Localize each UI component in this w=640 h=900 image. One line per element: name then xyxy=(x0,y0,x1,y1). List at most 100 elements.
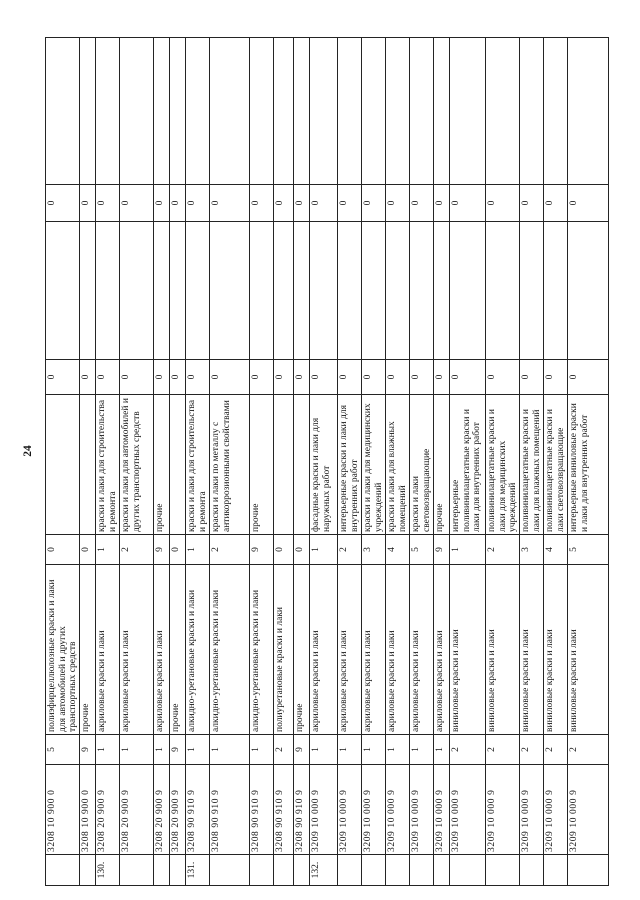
subcode1-cell: 1 xyxy=(309,734,338,765)
row-number-cell xyxy=(543,854,568,886)
product-name-cell: виниловые краски и лаки xyxy=(519,564,544,735)
rate1-cell: 0 xyxy=(119,359,154,395)
table-row: 3209 10 000 9 2 виниловые краски и лаки 2 по… xyxy=(485,37,520,886)
tnved-code-cell: 3209 10 000 9 xyxy=(449,764,486,855)
product-name-cell: виниловые краски и лаки xyxy=(485,564,520,735)
subcode2-cell: 5 xyxy=(409,534,434,565)
rate1-cell: 0 xyxy=(273,359,294,395)
subcode1-cell: 2 xyxy=(519,734,544,765)
rotated-table-container: 3208 10 900 0 5 полиэфирцеллюлозные краски… xyxy=(45,37,609,886)
subcode2-cell: 0 xyxy=(169,534,186,565)
subcode1-cell: 2 xyxy=(273,734,294,765)
product-subname-cell xyxy=(45,394,80,535)
subcode1-cell: 2 xyxy=(449,734,486,765)
empty2-cell xyxy=(209,37,250,185)
product-name-cell: акриловые краски и лаки xyxy=(309,564,338,735)
row-number-cell: 131. xyxy=(185,854,210,886)
product-name-cell: акриловые краски и лаки xyxy=(337,564,362,735)
row-number-cell xyxy=(209,854,250,886)
subcode1-cell: 9 xyxy=(293,734,310,765)
row-number-cell xyxy=(169,854,186,886)
subcode2-cell: 3 xyxy=(361,534,386,565)
rate1-cell: 0 xyxy=(337,359,362,395)
table-row: 3208 20 900 9 1 акриловые краски и лаки 2 кр… xyxy=(119,37,154,886)
empty2-cell xyxy=(543,37,568,185)
product-name-cell: акриловые краски и лаки xyxy=(385,564,410,735)
product-subname-cell: краски и лаки для строительства и ремонт… xyxy=(185,394,210,535)
subcode1-cell: 1 xyxy=(337,734,362,765)
empty2-cell xyxy=(249,37,274,185)
rate1-cell: 0 xyxy=(567,359,609,395)
rate2-cell: 0 xyxy=(119,184,154,222)
product-name-cell: акриловые краски и лаки xyxy=(433,564,450,735)
product-name-cell: полиуретановые краски и лаки xyxy=(273,564,294,735)
rate1-cell: 0 xyxy=(385,359,410,395)
subcode2-cell: 9 xyxy=(249,534,274,565)
empty1-cell xyxy=(249,221,274,360)
empty1-cell xyxy=(153,221,170,360)
subcode2-cell: 2 xyxy=(485,534,520,565)
row-number-cell xyxy=(567,854,609,886)
rate2-cell: 0 xyxy=(449,184,486,222)
product-subname-cell xyxy=(79,394,96,535)
empty1-cell xyxy=(209,221,250,360)
tnved-code-cell: 3208 90 910 9 xyxy=(249,764,274,855)
subcode2-cell: 9 xyxy=(433,534,450,565)
empty1-cell xyxy=(309,221,338,360)
rate1-cell: 0 xyxy=(361,359,386,395)
subcode1-cell: 1 xyxy=(361,734,386,765)
subcode2-cell: 1 xyxy=(449,534,486,565)
subcode1-cell: 1 xyxy=(409,734,434,765)
empty1-cell xyxy=(293,221,310,360)
table-row: 3209 10 000 9 1 акриловые краски и лаки 9 пр… xyxy=(433,37,450,886)
tnved-code-cell: 3209 10 000 9 xyxy=(567,764,609,855)
tnved-code-cell: 3209 10 000 9 xyxy=(409,764,434,855)
subcode2-cell: 4 xyxy=(385,534,410,565)
rate2-cell: 0 xyxy=(249,184,274,222)
row-number-cell xyxy=(433,854,450,886)
product-subname-cell: интерьерные виниловые краски и лаки для … xyxy=(567,394,609,535)
empty2-cell xyxy=(169,37,186,185)
product-subname-cell: поливинилацетатные краски и лаки светово… xyxy=(543,394,568,535)
rate1-cell: 0 xyxy=(79,359,96,395)
rate1-cell: 0 xyxy=(309,359,338,395)
table-row: 3209 10 000 9 1 акриловые краски и лаки 4 кр… xyxy=(385,37,410,886)
table-row: 3208 20 900 9 1 акриловые краски и лаки 9 пр… xyxy=(153,37,170,886)
tnved-code-cell: 3209 10 000 9 xyxy=(485,764,520,855)
empty2-cell xyxy=(95,37,120,185)
rate2-cell: 0 xyxy=(309,184,338,222)
product-name-cell: акриловые краски и лаки xyxy=(409,564,434,735)
empty1-cell xyxy=(185,221,210,360)
page-number: 24 xyxy=(22,445,34,457)
tnved-code-cell: 3208 20 900 9 xyxy=(169,764,186,855)
tnved-code-cell: 3208 10 900 0 xyxy=(79,764,96,855)
rate1-cell: 0 xyxy=(95,359,120,395)
product-subname-cell: прочие xyxy=(249,394,274,535)
subcode2-cell: 1 xyxy=(185,534,210,565)
table-row: 3208 10 900 0 9 прочие 0 0 0 xyxy=(79,37,96,886)
product-subname-cell: краски и лаки для влажных помещений xyxy=(385,394,410,535)
empty1-cell xyxy=(95,221,120,360)
empty2-cell xyxy=(567,37,609,185)
rate2-cell: 0 xyxy=(153,184,170,222)
tnved-code-cell: 3208 20 900 9 xyxy=(153,764,170,855)
rate2-cell: 0 xyxy=(293,184,310,222)
row-number-cell xyxy=(485,854,520,886)
subcode1-cell: 2 xyxy=(543,734,568,765)
tnved-code-cell: 3209 10 000 9 xyxy=(337,764,362,855)
product-name-cell: виниловые краски и лаки xyxy=(543,564,568,735)
empty2-cell xyxy=(153,37,170,185)
table-row: 3208 90 910 9 1 алкидно-уретановые краски … xyxy=(249,37,274,886)
rate1-cell: 0 xyxy=(449,359,486,395)
empty2-cell xyxy=(309,37,338,185)
tnved-code-cell: 3208 10 900 0 xyxy=(45,764,80,855)
row-number-cell xyxy=(293,854,310,886)
tnved-code-cell: 3208 90 910 9 xyxy=(185,764,210,855)
table-row: 132. 3209 10 000 9 1 акриловые краски и лак… xyxy=(309,37,338,886)
rate1-cell: 0 xyxy=(45,359,80,395)
rate2-cell: 0 xyxy=(409,184,434,222)
empty2-cell xyxy=(485,37,520,185)
empty1-cell xyxy=(337,221,362,360)
subcode1-cell: 5 xyxy=(45,734,80,765)
